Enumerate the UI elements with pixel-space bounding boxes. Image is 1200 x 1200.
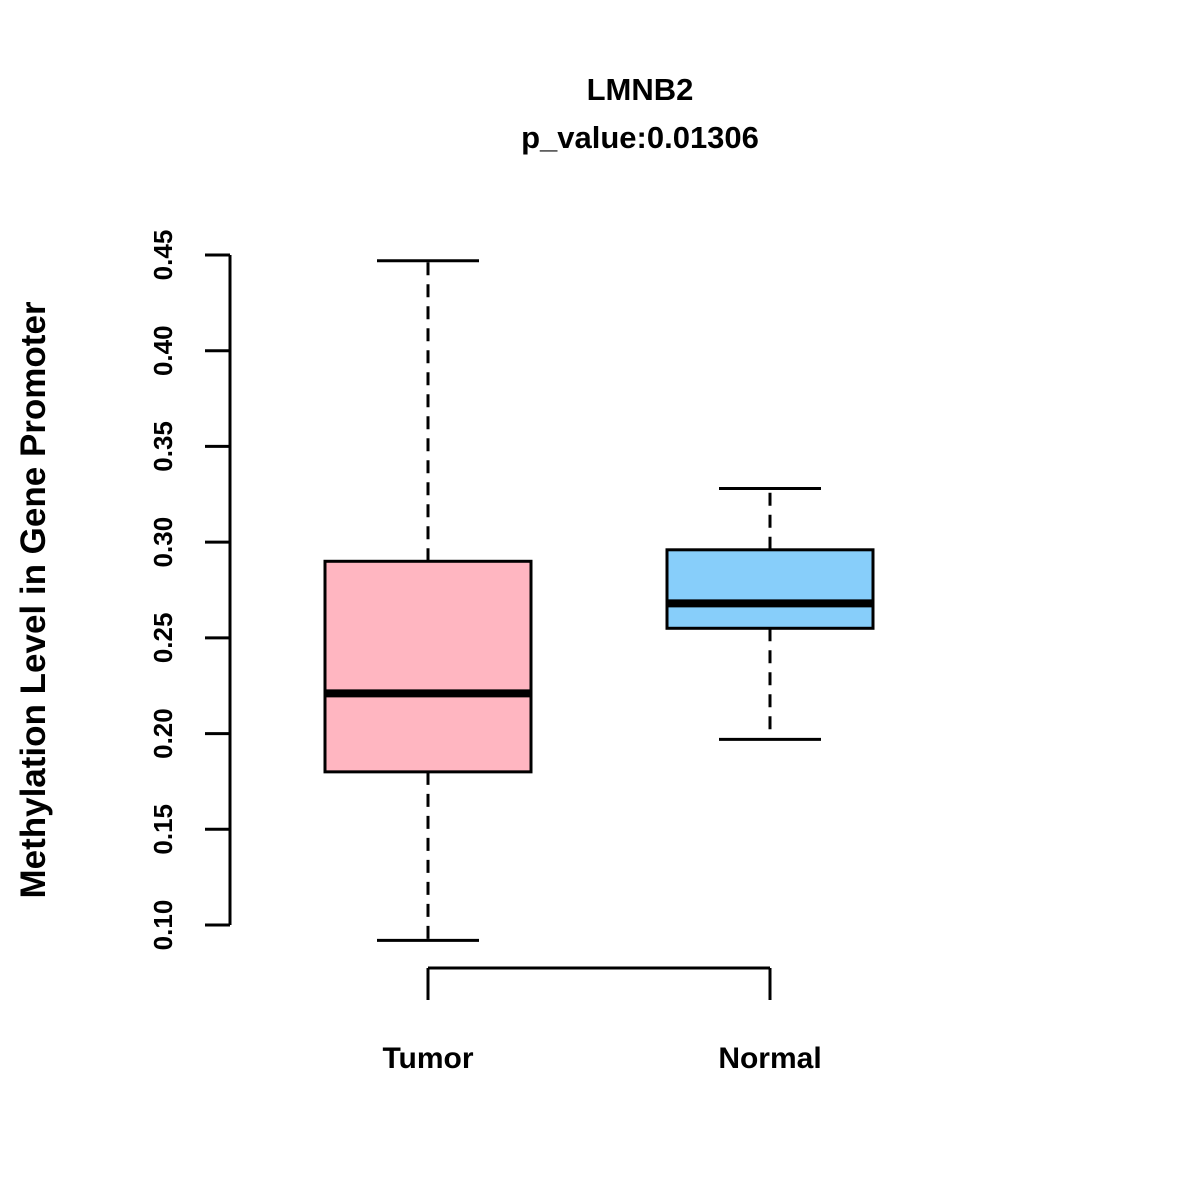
iqr-box: [665, 548, 875, 630]
chart-title: LMNB2: [586, 72, 694, 107]
iqr-box: [323, 559, 533, 774]
category-label: Normal: [718, 1042, 821, 1075]
y-tick-label: 0.35: [148, 421, 178, 472]
y-tick-label: 0.45: [148, 230, 178, 281]
boxplot-normal: [665, 487, 875, 741]
y-tick-label: 0.10: [148, 900, 178, 951]
y-tick-label: 0.40: [148, 325, 178, 376]
y-tick-label: 0.30: [148, 517, 178, 568]
chart-subtitle: p_value:0.01306: [521, 120, 759, 155]
y-tick-label: 0.15: [148, 804, 178, 855]
y-tick-label: 0.25: [148, 613, 178, 664]
category-label: Tumor: [382, 1042, 473, 1075]
boxplot-tumor: [323, 259, 533, 942]
y-tick-label: 0.20: [148, 708, 178, 759]
